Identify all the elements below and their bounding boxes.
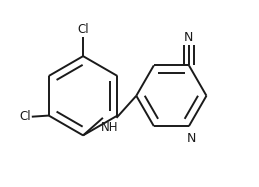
- Text: Cl: Cl: [77, 23, 89, 36]
- Text: N: N: [186, 132, 196, 145]
- Text: NH: NH: [101, 121, 118, 134]
- Text: N: N: [184, 31, 194, 44]
- Text: Cl: Cl: [19, 110, 31, 123]
